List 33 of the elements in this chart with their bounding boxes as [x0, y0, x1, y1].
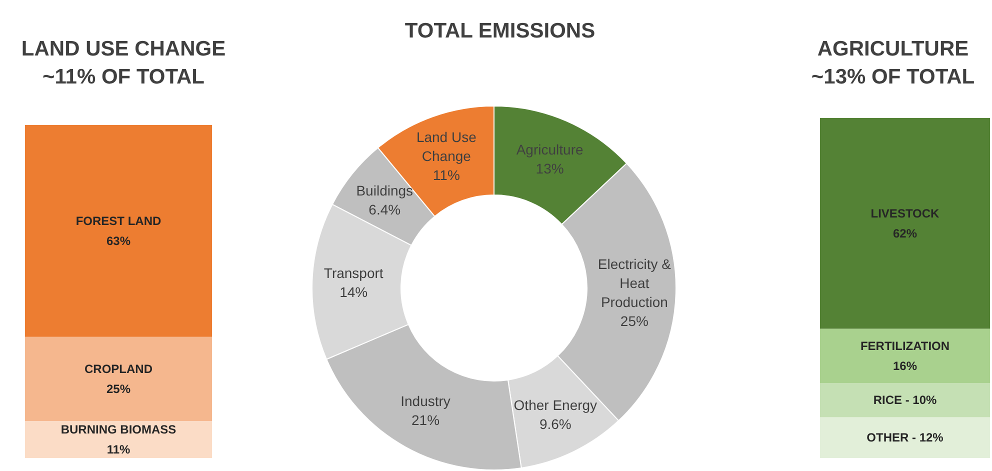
- series-label: FOREST LAND: [76, 214, 162, 228]
- series-label: BURNING BIOMASS: [60, 422, 176, 436]
- chart-title: AGRICULTURE ~13% OF TOTAL: [811, 38, 975, 88]
- slice-label: Land Use Change: [416, 128, 477, 164]
- data-label: 16%: [892, 359, 918, 373]
- data-label: 14%: [340, 284, 368, 300]
- chart-title: TOTAL EMISSIONS: [404, 20, 596, 42]
- series-label: FERTILIZATION: [860, 339, 950, 353]
- data-label: 11%: [106, 442, 131, 456]
- data-label: 63%: [106, 234, 131, 248]
- series-label: CROPLAND: [84, 362, 153, 376]
- bar: [820, 118, 990, 329]
- series-label: LIVESTOCK: [870, 206, 940, 220]
- text: RICE - 10%: [873, 393, 937, 408]
- slice-label: Industry: [400, 393, 450, 410]
- slice-label: Transport: [324, 265, 384, 282]
- slice-label: Electricity & Heat Production: [598, 256, 672, 310]
- chart-title: LAND USE CHANGE ~11% OF TOTAL: [21, 38, 226, 88]
- data-label: 25%: [620, 312, 648, 329]
- data-label: 62%: [892, 226, 918, 240]
- data-label: 9.6%: [539, 416, 572, 432]
- bar: [820, 417, 990, 458]
- data-label: 11%: [432, 166, 460, 183]
- bar: [820, 383, 990, 418]
- data-label: 25%: [106, 382, 131, 396]
- slice-label: Other Energy: [514, 396, 598, 413]
- data-label: 6.4%: [368, 201, 401, 218]
- slice-label: Agriculture: [516, 142, 584, 158]
- bar: [820, 328, 990, 384]
- text: OTHER - 12%: [866, 430, 944, 445]
- data-label: 21%: [412, 412, 440, 428]
- slice-label: Buildings: [356, 182, 414, 198]
- data-label: 13%: [536, 160, 564, 177]
